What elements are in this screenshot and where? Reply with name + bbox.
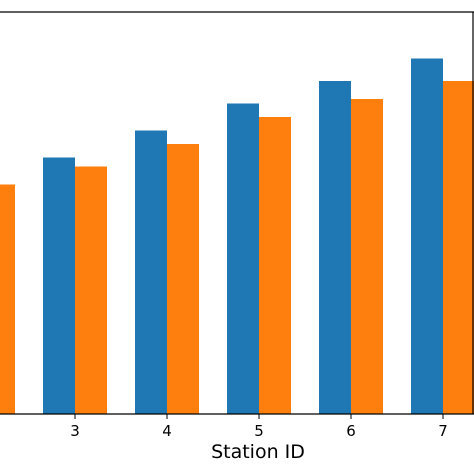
bar-series2-station-4 [167,144,199,414]
bar-series2-station-3 [75,166,107,414]
x-tick-label: 3 [70,422,80,440]
x-axis-label: Station ID [211,441,305,463]
bar-series2-station-6 [351,99,383,414]
bar-series1-station-5 [227,103,259,414]
bar-series1-station-6 [319,81,351,414]
bar-series1-station-4 [135,130,167,414]
bar-series2-station-7 [443,81,474,414]
x-ticks-group: 3 4 5 6 7 [70,414,448,440]
x-tick-label: 7 [438,422,448,440]
bar-series2-station-5 [259,117,291,414]
x-tick-label: 6 [346,422,356,440]
bar-series2-station-2 [0,184,15,414]
bars-group [0,58,474,414]
x-tick-label: 4 [162,422,172,440]
bar-series1-station-3 [43,157,75,414]
x-tick-label: 5 [254,422,264,440]
bar-series1-station-7 [411,58,443,414]
